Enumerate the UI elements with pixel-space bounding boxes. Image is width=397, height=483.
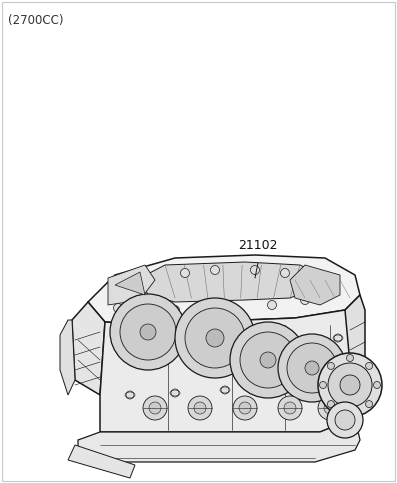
- Polygon shape: [290, 265, 340, 305]
- Polygon shape: [68, 445, 135, 478]
- Circle shape: [261, 341, 269, 349]
- Circle shape: [334, 334, 342, 342]
- Polygon shape: [60, 320, 75, 395]
- Circle shape: [126, 391, 134, 399]
- Polygon shape: [88, 255, 360, 325]
- Circle shape: [185, 308, 245, 368]
- Circle shape: [240, 332, 296, 388]
- Polygon shape: [108, 265, 155, 305]
- Circle shape: [328, 362, 334, 369]
- Circle shape: [366, 362, 373, 369]
- Circle shape: [239, 402, 251, 414]
- Circle shape: [166, 344, 174, 352]
- Circle shape: [268, 300, 276, 310]
- Polygon shape: [345, 295, 365, 418]
- Circle shape: [175, 298, 255, 378]
- Circle shape: [260, 352, 276, 368]
- Circle shape: [218, 342, 226, 350]
- Circle shape: [114, 303, 123, 313]
- Circle shape: [301, 296, 310, 304]
- Circle shape: [318, 396, 342, 420]
- Circle shape: [110, 294, 186, 370]
- Circle shape: [120, 304, 176, 360]
- Circle shape: [143, 396, 167, 420]
- Circle shape: [278, 396, 302, 420]
- Circle shape: [181, 269, 189, 278]
- Circle shape: [266, 384, 274, 392]
- Circle shape: [301, 338, 309, 346]
- Circle shape: [326, 285, 335, 295]
- Circle shape: [318, 353, 382, 417]
- Circle shape: [210, 266, 220, 274]
- Circle shape: [328, 363, 372, 407]
- Circle shape: [194, 402, 206, 414]
- Polygon shape: [115, 272, 145, 295]
- Circle shape: [220, 303, 229, 313]
- Polygon shape: [140, 262, 320, 302]
- Circle shape: [340, 375, 360, 395]
- Circle shape: [116, 346, 124, 354]
- Circle shape: [230, 322, 306, 398]
- Circle shape: [188, 396, 212, 420]
- Circle shape: [251, 266, 260, 274]
- Polygon shape: [78, 418, 360, 462]
- Circle shape: [233, 396, 257, 420]
- Circle shape: [131, 281, 139, 289]
- Circle shape: [281, 269, 289, 278]
- Circle shape: [170, 306, 179, 314]
- Text: 21102: 21102: [238, 239, 278, 252]
- Circle shape: [328, 400, 334, 408]
- Circle shape: [171, 389, 179, 397]
- Circle shape: [374, 382, 380, 388]
- Circle shape: [140, 324, 156, 340]
- Circle shape: [121, 290, 129, 299]
- Polygon shape: [72, 302, 105, 395]
- Circle shape: [149, 402, 161, 414]
- Circle shape: [327, 402, 363, 438]
- Circle shape: [305, 361, 319, 375]
- Circle shape: [320, 382, 326, 388]
- Circle shape: [278, 334, 346, 402]
- Circle shape: [324, 402, 336, 414]
- Text: (2700CC): (2700CC): [8, 14, 64, 27]
- Circle shape: [284, 402, 296, 414]
- Circle shape: [335, 410, 355, 430]
- Circle shape: [347, 355, 353, 361]
- Circle shape: [366, 400, 373, 408]
- Circle shape: [287, 343, 337, 393]
- Circle shape: [221, 386, 229, 394]
- Circle shape: [206, 329, 224, 347]
- Circle shape: [303, 275, 312, 284]
- Circle shape: [347, 409, 353, 415]
- Circle shape: [306, 380, 314, 388]
- Polygon shape: [100, 310, 358, 432]
